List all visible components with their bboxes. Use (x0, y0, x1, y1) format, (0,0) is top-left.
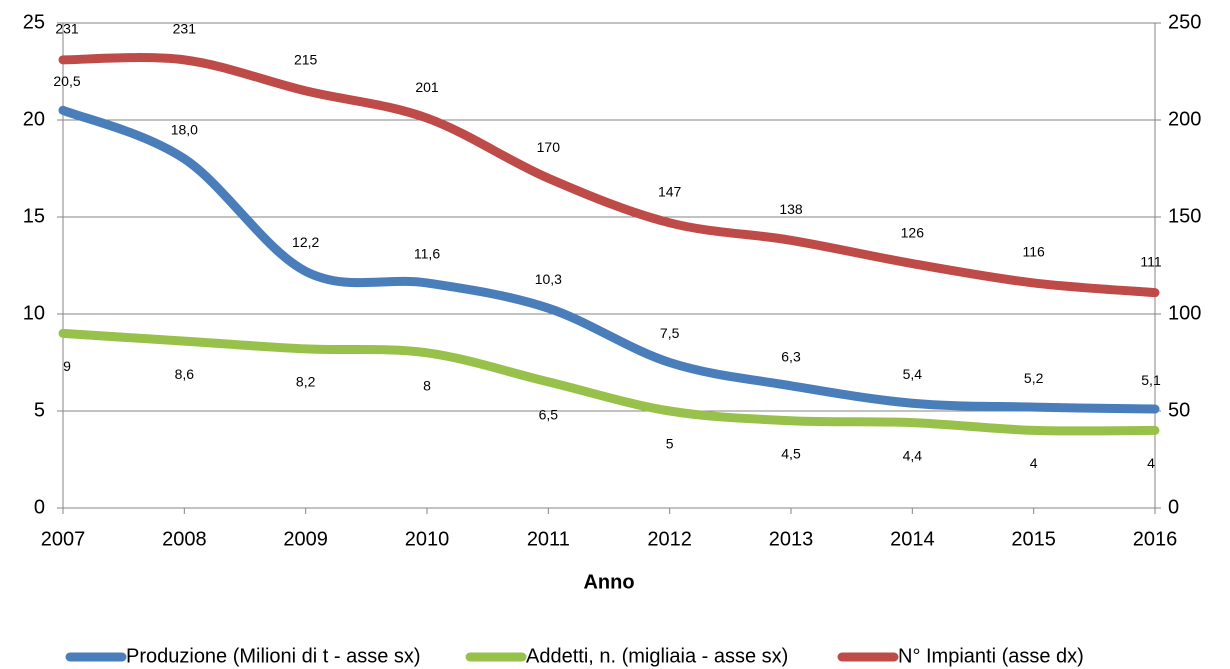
x-axis-title: Anno (583, 571, 634, 593)
data-label: 111 (1140, 253, 1161, 269)
data-label: 4 (1147, 455, 1155, 471)
y-tick-label: 5 (34, 399, 45, 421)
data-label: 4 (1030, 455, 1038, 471)
data-label: 231 (55, 21, 79, 37)
y2-tick-label: 0 (1168, 496, 1179, 518)
y2-tick-label: 50 (1168, 399, 1190, 421)
y-tick-label: 10 (23, 302, 45, 324)
data-label: 8,2 (296, 374, 316, 390)
y-tick-label: 15 (23, 205, 45, 227)
line (58, 105, 1160, 414)
line (58, 53, 1160, 298)
x-tick-label: 2015 (1011, 528, 1056, 550)
x-tick-label: 2012 (647, 528, 692, 550)
x-tick-label: 2013 (769, 528, 814, 550)
data-label: 4,5 (781, 445, 801, 461)
y-tick-label: 0 (34, 496, 45, 518)
x-tick-label: 2008 (162, 528, 207, 550)
x-tick-label: 2014 (890, 528, 935, 550)
line (58, 328, 1160, 436)
data-label: 215 (294, 52, 318, 68)
data-label: 147 (658, 184, 682, 200)
data-label: 10,3 (535, 271, 562, 287)
data-label: 8,6 (175, 366, 195, 382)
data-label: 6,5 (539, 407, 559, 423)
y2-tick-label: 100 (1168, 302, 1201, 324)
data-label: 11,6 (414, 246, 440, 262)
legend-label: Addetti, n. (migliaia - asse sx) (526, 645, 788, 667)
legend-label: Produzione (Milioni di t - asse sx) (126, 645, 421, 667)
data-label: 9 (63, 358, 71, 374)
data-label: 20,5 (53, 73, 80, 89)
data-label: 170 (537, 139, 561, 155)
data-label: 116 (1023, 244, 1046, 260)
data-label: 5,2 (1024, 370, 1044, 386)
data-label: 18,0 (171, 122, 198, 138)
data-label: 8 (423, 378, 431, 394)
data-label: 231 (173, 21, 197, 37)
data-label: 5 (666, 436, 674, 452)
data-label: 5,4 (903, 366, 923, 382)
x-tick-label: 2016 (1133, 528, 1178, 550)
y2-tick-label: 150 (1168, 205, 1201, 227)
data-label: 4,4 (903, 447, 923, 463)
y2-tick-label: 200 (1168, 108, 1201, 130)
legend-label: N° Impianti (asse dx) (898, 645, 1084, 667)
data-label: 201 (415, 79, 439, 95)
x-tick-label: 2010 (405, 528, 450, 550)
y2-tick-label: 250 (1168, 11, 1201, 33)
data-label: 138 (779, 201, 803, 217)
x-tick-label: 2011 (527, 528, 570, 550)
y-tick-label: 20 (23, 108, 45, 130)
data-label: 126 (901, 224, 925, 240)
x-tick-label: 2009 (283, 528, 328, 550)
data-label: 7,5 (660, 325, 680, 341)
y-tick-label: 25 (23, 11, 45, 33)
data-label: 12,2 (292, 234, 319, 250)
x-tick-label: 2007 (41, 528, 86, 550)
data-label: 6,3 (781, 348, 801, 364)
data-label: 5,1 (1141, 372, 1161, 388)
